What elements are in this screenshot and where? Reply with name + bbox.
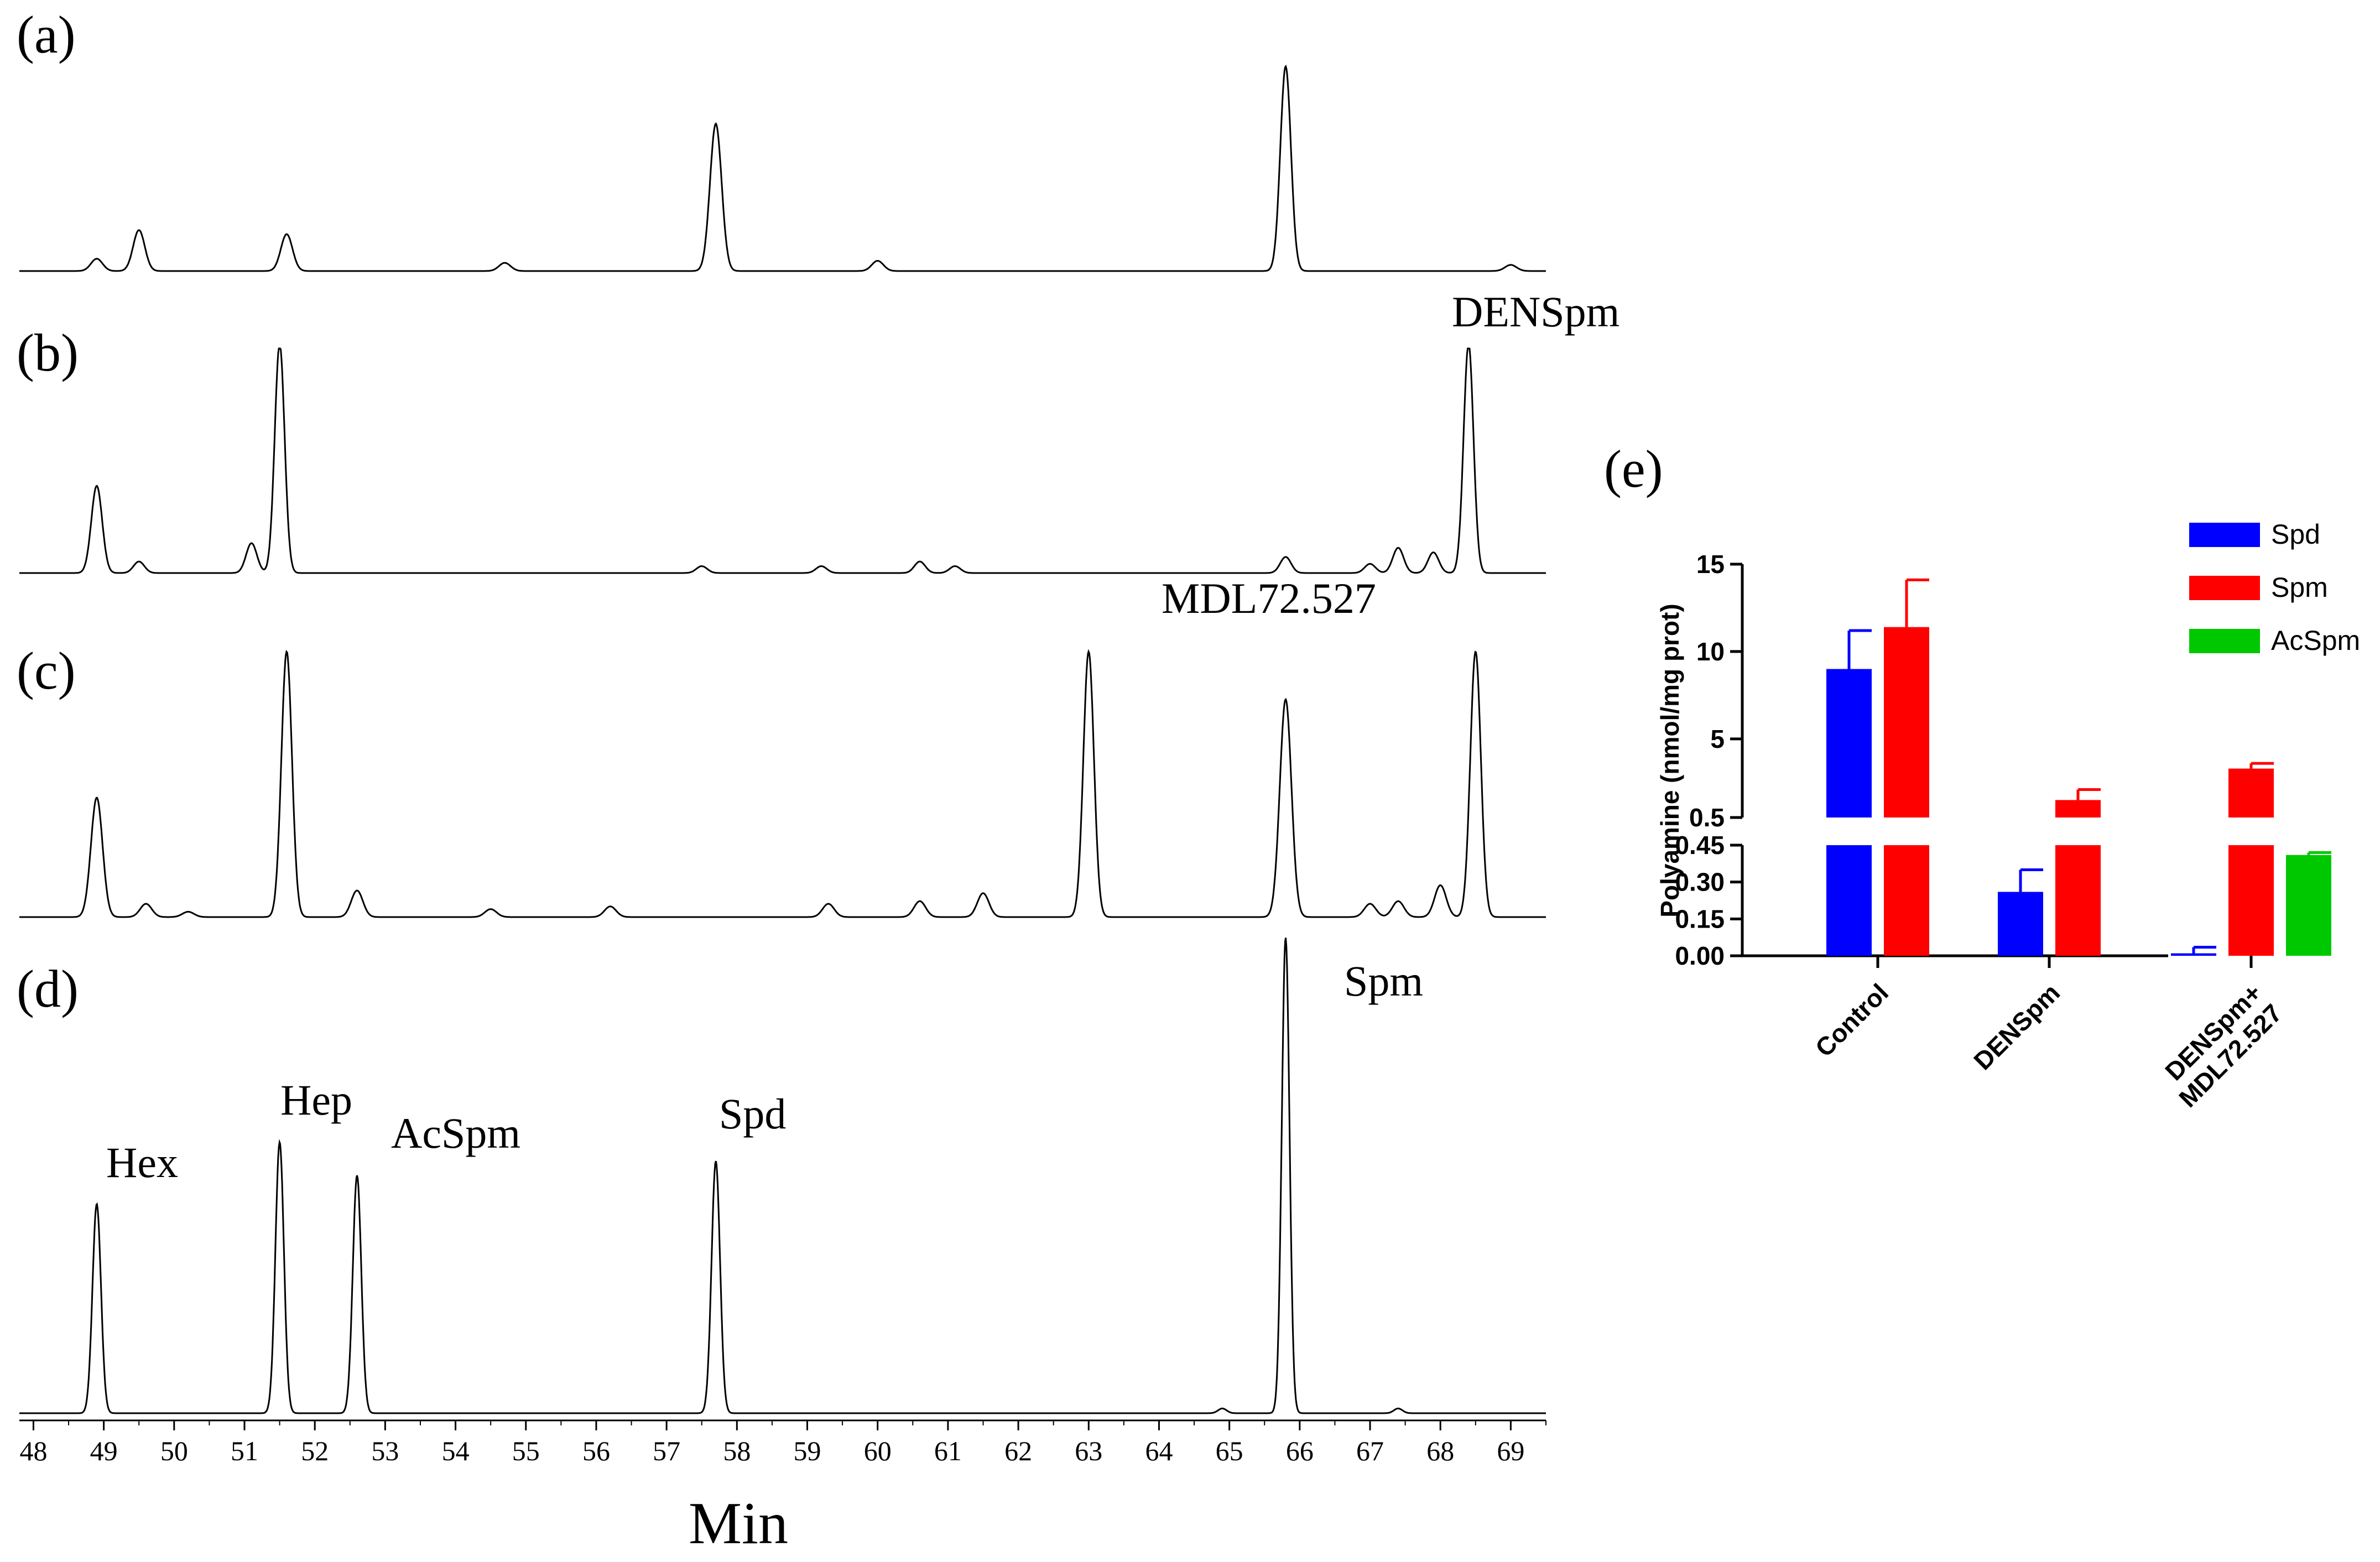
legend-label: AcSpm	[2271, 625, 2360, 656]
bar-spd-upper	[1826, 669, 1872, 818]
peak-annotation: Hep	[280, 1076, 352, 1124]
peak-annotation: AcSpm	[391, 1109, 520, 1157]
bar-acspm	[2286, 855, 2331, 956]
time-tick-label: 69	[1497, 1435, 1524, 1466]
time-tick-label: 68	[1426, 1435, 1454, 1466]
peak-annotation: Hex	[106, 1138, 178, 1186]
legend-label: Spm	[2271, 572, 2328, 603]
chromatogram-c: (c) MDL72.527	[17, 574, 1546, 918]
peak-annotation: Spm	[1344, 957, 1423, 1005]
trace-line	[19, 938, 1546, 1414]
chromatogram-a: (a)	[17, 5, 1546, 272]
panel-label: (d)	[17, 959, 79, 1018]
time-tick-label: 49	[90, 1435, 118, 1466]
y-tick-label: 0.00	[1675, 941, 1725, 970]
time-tick-label: 56	[582, 1435, 610, 1466]
peak-annotation: DENSpm	[1452, 288, 1619, 336]
bar-spm-upper	[2228, 768, 2274, 818]
panel-label: (a)	[17, 5, 76, 64]
time-tick-label: 67	[1356, 1435, 1384, 1466]
time-tick-label: 50	[160, 1435, 188, 1466]
x-tick-label: Control	[1810, 978, 1894, 1062]
y-tick-label: 0.45	[1675, 831, 1725, 860]
peak-annotation: Spd	[719, 1090, 786, 1138]
bar-spm-lower	[1884, 845, 1929, 956]
time-tick-label: 60	[864, 1435, 892, 1466]
trace-line	[19, 347, 1546, 574]
y-tick-label: 5	[1710, 725, 1725, 753]
bar-spd	[2171, 953, 2216, 956]
time-tick-label: 57	[653, 1435, 680, 1466]
time-tick-label: 64	[1145, 1435, 1173, 1466]
bar-spm-lower	[2055, 845, 2101, 956]
y-tick-label: 0.5	[1689, 803, 1725, 832]
time-tick-label: 51	[231, 1435, 258, 1466]
chromatogram-d: (d) Hex Hep AcSpm Spd Spm	[17, 938, 1546, 1414]
time-tick-label: 59	[794, 1435, 821, 1466]
legend: Spd Spm AcSpm	[2189, 519, 2360, 656]
time-tick-label: 62	[1004, 1435, 1032, 1466]
chromatogram-panels: (a) (b) DENSpm (c) MDL72.527 (d) Hex Hep AcSpm Sp…	[17, 5, 1619, 1556]
bar-spm-upper	[2055, 800, 2101, 818]
y-axis-label: Polyamine (nmol/mg prot)	[1655, 603, 1684, 917]
x-tick-label: DENSpm	[1968, 978, 2065, 1075]
y-tick-label: 10	[1696, 637, 1725, 666]
bar-spd-lower	[1826, 845, 1872, 956]
time-tick-label: 48	[19, 1435, 47, 1466]
time-tick-label: 52	[301, 1435, 329, 1466]
time-tick-label: 55	[512, 1435, 540, 1466]
time-tick-label: 66	[1286, 1435, 1314, 1466]
legend-swatch-spm	[2189, 576, 2260, 600]
legend-swatch-spd	[2189, 523, 2260, 547]
trace-line	[19, 64, 1546, 272]
panel-label: (b)	[17, 323, 79, 382]
x-tick-label: DENSpm+MDL72.527	[2153, 978, 2287, 1112]
x-tick-label-line: Control	[1810, 978, 1894, 1062]
panel-label: (c)	[17, 641, 76, 700]
time-tick-label: 65	[1216, 1435, 1243, 1466]
time-axis: 48 49 50 51 52 53 54 55 56 57 58 59 60 61 62 63 64 65 66 67…	[19, 1419, 1546, 1556]
y-tick-label: 0.30	[1675, 868, 1725, 897]
time-axis-label: Min	[689, 1491, 788, 1556]
legend-swatch-acspm	[2189, 629, 2260, 653]
trace-line	[19, 649, 1546, 918]
bar-spm-lower	[2228, 845, 2274, 956]
legend-label: Spd	[2271, 519, 2320, 550]
y-tick-label: 15	[1696, 550, 1725, 579]
time-tick-label: 63	[1075, 1435, 1102, 1466]
time-tick-label: 58	[723, 1435, 751, 1466]
time-tick-label: 54	[442, 1435, 470, 1466]
time-tick-label: 53	[371, 1435, 399, 1466]
bar-spd	[1998, 892, 2043, 956]
peak-annotation: MDL72.527	[1162, 574, 1376, 622]
time-tick-label: 61	[934, 1435, 962, 1466]
x-tick-label-line: DENSpm	[1968, 978, 2065, 1075]
panel-label: (e)	[1604, 439, 1663, 498]
y-tick-label: 0.15	[1675, 904, 1725, 933]
chromatogram-b: (b) DENSpm	[17, 288, 1619, 574]
bar-spm-upper	[1884, 627, 1929, 818]
